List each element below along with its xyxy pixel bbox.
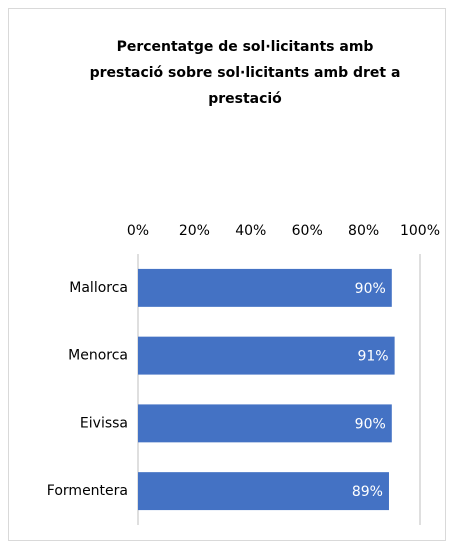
chart-title: Percentatge de sol·licitants amb prestac… xyxy=(89,39,401,107)
x-tick-label: 100% xyxy=(400,223,440,239)
data-label: 91% xyxy=(357,349,388,365)
bar xyxy=(138,404,392,443)
data-label: 90% xyxy=(355,416,386,432)
bar xyxy=(138,472,389,511)
x-tick-label: 0% xyxy=(127,223,149,239)
y-tick-label: Menorca xyxy=(68,348,128,364)
data-label: 90% xyxy=(355,281,386,297)
x-tick-label: 40% xyxy=(235,223,266,239)
x-tick-label: 20% xyxy=(179,223,210,239)
y-tick-label: Eivissa xyxy=(80,415,128,431)
bar xyxy=(138,268,392,307)
data-label: 89% xyxy=(352,484,383,500)
chart-border xyxy=(8,8,446,541)
bar xyxy=(138,336,395,375)
x-tick-label: 60% xyxy=(292,223,323,239)
y-tick-label: Formentera xyxy=(47,483,128,499)
y-tick-label: Mallorca xyxy=(69,280,128,296)
x-tick-label: 80% xyxy=(348,223,379,239)
